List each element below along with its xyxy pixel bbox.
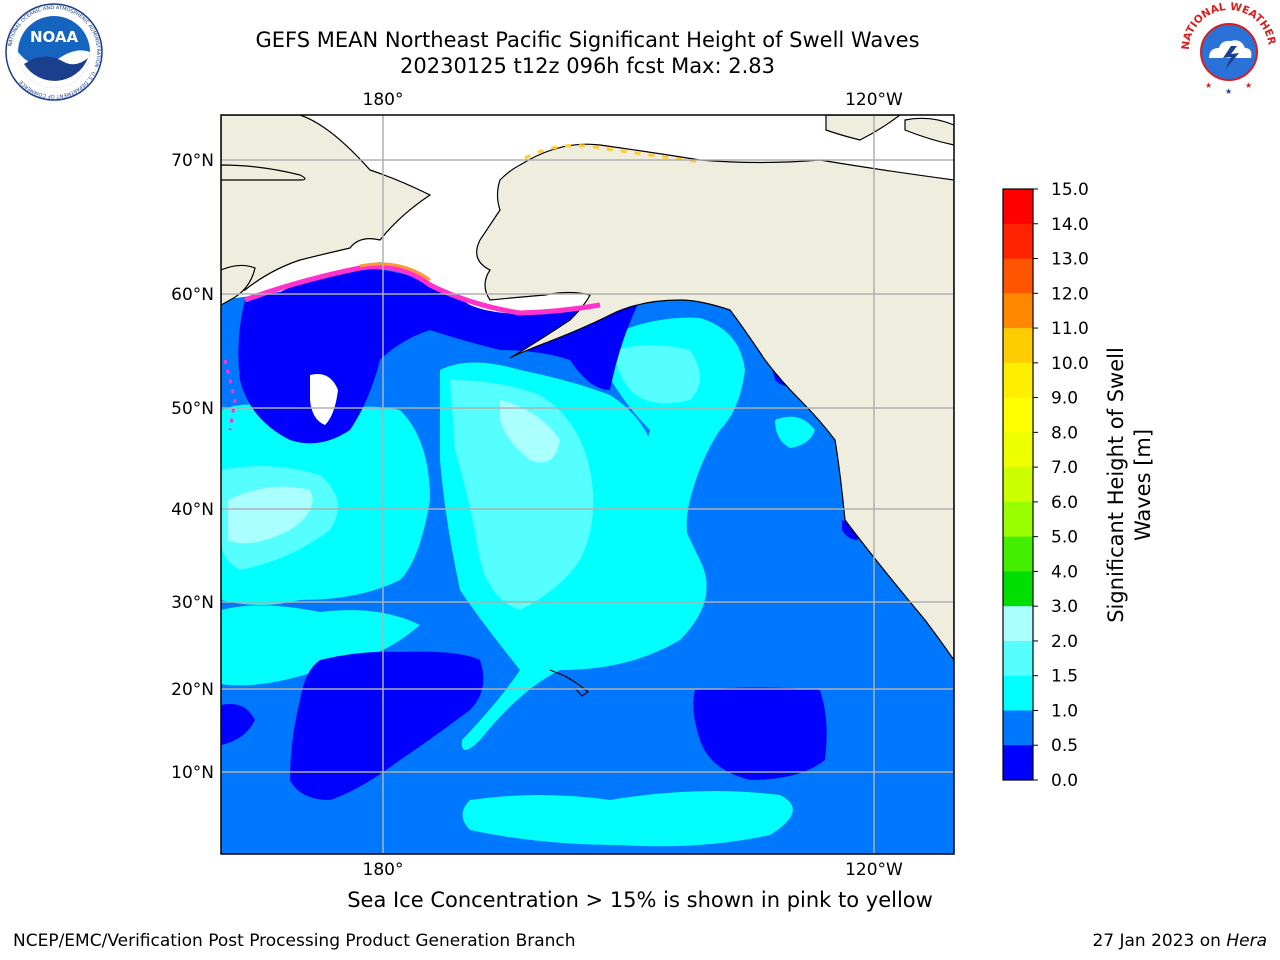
land-hawaii bbox=[549, 669, 590, 697]
svg-text:★: ★ bbox=[1205, 81, 1212, 90]
colorbar-segment bbox=[1003, 536, 1033, 572]
calm-region-coast-2 bbox=[842, 520, 858, 540]
colorbar-segment bbox=[1003, 606, 1033, 642]
colorbar-tick-label: 2.0 bbox=[1051, 632, 1078, 652]
colorbar-segment bbox=[1003, 675, 1033, 711]
svg-text:★: ★ bbox=[1245, 81, 1252, 90]
calm-region-west-edge bbox=[221, 704, 255, 745]
chart-title: GEFS MEAN Northeast Pacific Significant … bbox=[255, 28, 920, 52]
gridlines bbox=[221, 115, 954, 854]
credit-date: 27 Jan 2023 on Hera bbox=[1092, 931, 1267, 951]
no-data-area bbox=[310, 374, 338, 425]
map-frame bbox=[220, 114, 955, 855]
colorbar-segment bbox=[1003, 710, 1033, 746]
colorbar-segment bbox=[1003, 467, 1033, 503]
colorbar-segment bbox=[1003, 571, 1033, 607]
land-arctic-islands bbox=[825, 115, 902, 141]
swell-region-west-south bbox=[221, 605, 420, 686]
lat-label-20n: 20°N bbox=[171, 680, 214, 700]
map-panel bbox=[221, 115, 954, 854]
lat-label-30n: 30°N bbox=[171, 593, 214, 613]
credit-branch: NCEP/EMC/Verification Post Processing Pr… bbox=[13, 931, 576, 951]
colorbar-tick-label: 14.0 bbox=[1051, 215, 1089, 235]
colorbar-tick-label: 11.0 bbox=[1051, 319, 1089, 339]
colorbar-segment bbox=[1003, 223, 1033, 260]
land-arctic-island-2 bbox=[904, 117, 954, 146]
sea-ice-edge-orange bbox=[359, 262, 431, 282]
colorbar-label-line1: Significant Height of Swell bbox=[1104, 347, 1128, 623]
colorbar-tick-label: 5.0 bbox=[1051, 528, 1078, 548]
colorbar-segment bbox=[1003, 328, 1033, 364]
colorbar-tick-label: 9.0 bbox=[1051, 389, 1078, 409]
colorbar-segment bbox=[1003, 293, 1033, 329]
colorbar-tick-label: 3.0 bbox=[1051, 597, 1078, 617]
bottom-lon-label-120w: 120°W bbox=[845, 860, 903, 880]
colorbar-segment bbox=[1003, 501, 1033, 538]
swell-patch-coast bbox=[775, 416, 815, 448]
lat-label-70n: 70°N bbox=[171, 151, 214, 171]
colorbar-tick-label: 0.0 bbox=[1051, 771, 1078, 791]
colorbar-tick-label: 15.0 bbox=[1051, 180, 1089, 200]
chart-subtitle: 20230125 t12z 096h fcst Max: 2.83 bbox=[400, 54, 775, 78]
colorbar-tick-label: 13.0 bbox=[1051, 250, 1089, 270]
colorbar-tick-label: 8.0 bbox=[1051, 423, 1078, 443]
colorbar-tick-label: 0.5 bbox=[1051, 736, 1078, 756]
swell-patch-west-high bbox=[228, 486, 313, 544]
land-wrangel bbox=[221, 164, 306, 181]
land-kamchatka bbox=[221, 264, 256, 306]
lat-label-60n: 60°N bbox=[171, 285, 214, 305]
colorbar-label-line2: Waves [m] bbox=[1131, 429, 1155, 541]
swell-region-south bbox=[462, 791, 793, 847]
top-lon-label-120w: 120°W bbox=[845, 90, 903, 110]
colorbar-frame bbox=[1002, 188, 1034, 781]
swell-patch-gulf-mid bbox=[615, 345, 700, 404]
sea-ice-note: Sea Ice Concentration > 15% is shown in … bbox=[347, 888, 933, 912]
land-north-america bbox=[476, 143, 954, 662]
lat-label-10n: 10°N bbox=[171, 763, 214, 783]
colorbar-segment bbox=[1003, 397, 1033, 433]
lat-label-40n: 40°N bbox=[171, 500, 214, 520]
colorbar-tick-label: 4.0 bbox=[1051, 562, 1078, 582]
lat-label-50n: 50°N bbox=[171, 399, 214, 419]
credit-host: Hera bbox=[1226, 931, 1267, 951]
colorbar-tick-label: 6.0 bbox=[1051, 493, 1078, 513]
colorbar-segment bbox=[1003, 189, 1033, 225]
sea-ice-west bbox=[223, 359, 237, 431]
colorbar-segment bbox=[1003, 745, 1033, 781]
noaa-logo-text: NOAA bbox=[30, 28, 79, 46]
colorbar-tick-label: 1.0 bbox=[1051, 701, 1078, 721]
calm-region-east bbox=[693, 687, 827, 780]
colorbar-tick-label: 12.0 bbox=[1051, 284, 1089, 304]
colorbar-segment bbox=[1003, 362, 1033, 399]
colorbar-tick-label: 7.0 bbox=[1051, 458, 1078, 478]
colorbar-tick-label: 1.5 bbox=[1051, 667, 1078, 687]
top-lon-label-180: 180° bbox=[363, 90, 404, 110]
colorbar-segment bbox=[1003, 640, 1033, 677]
credit-date-text: 27 Jan 2023 on bbox=[1092, 931, 1227, 951]
colorbar-segment bbox=[1003, 258, 1033, 294]
colorbar: 15.0 14.0 13.0 12.0 11.0 10.0 9.0 8.0 7.0 6.0 5.0 4… bbox=[1002, 180, 1089, 791]
noaa-logo: NOAA NATIONAL OCEANIC AND ATMOSPHERIC AD… bbox=[5, 3, 103, 101]
colorbar-segment bbox=[1003, 432, 1033, 468]
colorbar-tick-label: 10.0 bbox=[1051, 354, 1089, 374]
nws-logo: NATIONAL WEATHER SERVICE ★ ★ ★ bbox=[1178, 0, 1278, 98]
sea-ice-edge bbox=[244, 264, 601, 316]
svg-text:★: ★ bbox=[1225, 87, 1232, 96]
swell-patch-high bbox=[500, 400, 560, 463]
bottom-lon-label-180: 180° bbox=[363, 860, 404, 880]
